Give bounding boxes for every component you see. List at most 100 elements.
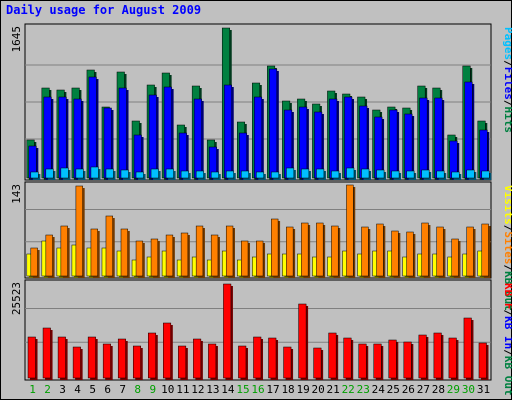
bar-kbytes-27 [418, 334, 429, 380]
bar-kbytes-1 [27, 336, 38, 380]
bar-kbytes-31 [478, 342, 489, 380]
day-label: 18 [281, 383, 294, 396]
bar-kbytes-18 [283, 346, 294, 380]
bar-files-9 [148, 94, 159, 180]
bar-sites-22 [346, 184, 356, 278]
bar-kbytes-13 [208, 343, 218, 380]
bar-kbytes-28 [433, 332, 444, 380]
bar-pages-7 [120, 169, 131, 180]
legend-entry: Files [502, 67, 512, 100]
bar-files-26 [404, 113, 415, 180]
bar-sites-19 [301, 222, 311, 278]
bar-pages-10 [165, 168, 176, 180]
bar-sites-26 [406, 231, 416, 278]
bar-kbytes-2 [42, 327, 53, 380]
bar-pages-13 [210, 171, 221, 180]
day-label: 27 [417, 383, 430, 396]
bar-pages-19 [301, 168, 311, 180]
day-label: 17 [266, 383, 279, 396]
bar-pages-9 [150, 168, 161, 180]
bar-kbytes-12 [193, 338, 203, 380]
day-label: 16 [251, 383, 264, 396]
legend-entry: / [502, 100, 512, 107]
bar-sites-15 [241, 240, 251, 278]
bar-sites-23 [361, 226, 371, 278]
day-label: 19 [296, 383, 309, 396]
legend-entry: KB Out [502, 356, 512, 396]
bar-files-3 [58, 96, 69, 180]
legend-entry: / [502, 310, 512, 317]
bar-kbytes-25 [388, 339, 399, 380]
bar-pages-25 [391, 170, 402, 180]
bar-kbytes-15 [238, 345, 248, 380]
bar-pages-23 [361, 168, 372, 180]
bar-kbytes-19 [298, 303, 309, 380]
bar-kbytes-17 [268, 337, 279, 380]
bar-pages-31 [481, 170, 492, 180]
bar-sites-21 [331, 225, 341, 278]
day-label: 28 [432, 383, 445, 396]
legend-entry: KB In [502, 316, 512, 349]
bar-sites-17 [271, 218, 281, 278]
bar-pages-11 [180, 170, 191, 180]
bar-files-14 [223, 84, 234, 180]
day-label: 26 [402, 383, 415, 396]
day-label: 12 [191, 383, 204, 396]
day-label: 6 [104, 383, 111, 396]
bar-kbytes-29 [448, 337, 459, 380]
bar-kbytes-8 [132, 345, 143, 380]
day-label: 22 [342, 383, 355, 396]
bar-sites-18 [286, 226, 296, 278]
bar-pages-1 [30, 171, 41, 180]
legend-entry: Hits [502, 107, 512, 134]
bar-files-27 [419, 97, 430, 180]
bar-pages-21 [331, 170, 341, 180]
bar-files-25 [389, 109, 400, 180]
day-label: 1 [29, 383, 36, 396]
bar-sites-1 [30, 247, 40, 278]
day-label: 23 [357, 383, 370, 396]
bar-files-16 [254, 96, 264, 180]
bar-pages-22 [346, 167, 356, 180]
bar-files-12 [193, 98, 204, 180]
bar-kbytes-23 [358, 343, 369, 380]
day-label: 13 [206, 383, 219, 396]
bar-pages-18 [286, 167, 296, 180]
bar-sites-24 [376, 223, 386, 278]
bar-kbytes-20 [313, 347, 324, 380]
bar-kbytes-6 [102, 343, 113, 380]
bar-sites-14 [225, 225, 235, 278]
legend-entry: Pages [502, 27, 512, 60]
bar-files-4 [73, 98, 84, 180]
max-label-hits: 1645 [10, 26, 23, 53]
bar-kbytes-11 [178, 345, 188, 380]
chart-title: Daily usage for August 2009 [6, 3, 201, 17]
bar-kbytes-24 [373, 343, 384, 380]
max-label-kbytes: 25523 [10, 282, 23, 315]
bar-pages-29 [451, 171, 462, 180]
day-label: 30 [462, 383, 475, 396]
day-axis: 1 2 3 4 5 6 7 8 9 10 11 12 13 14 15 16 17 18 19 20 21 22 23 24 2… [29, 383, 490, 396]
bar-sites-8 [135, 240, 145, 278]
bar-sites-29 [451, 238, 461, 278]
bar-pages-20 [316, 168, 326, 180]
bar-files-5 [88, 76, 99, 180]
legend-kbytes: KB F/KB In/KB Out [502, 283, 512, 396]
legend-hits: Pages/Files/Hits [502, 27, 512, 133]
bar-kbytes-26 [403, 341, 414, 380]
bar-sites-27 [421, 222, 431, 278]
bar-pages-3 [60, 167, 71, 180]
day-label: 5 [89, 383, 96, 396]
bar-sites-4 [75, 185, 85, 278]
bar-kbytes-16 [253, 336, 264, 380]
day-label: 3 [59, 383, 66, 396]
bar-pages-2 [45, 168, 56, 180]
day-label: 25 [387, 383, 400, 396]
bar-kbytes-9 [148, 332, 158, 380]
bar-kbytes-10 [163, 322, 173, 380]
bar-pages-30 [466, 169, 477, 180]
legend-entry: / [502, 225, 512, 232]
bar-sites-2 [45, 234, 55, 278]
